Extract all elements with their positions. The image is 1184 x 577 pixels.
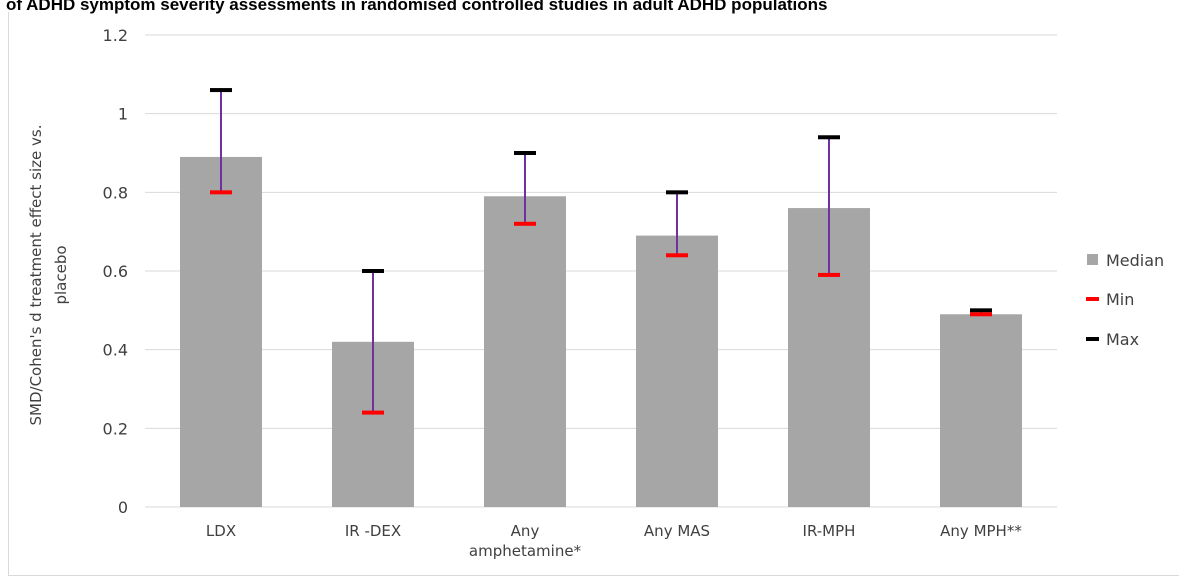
x-axis: LDX IR -DEX Any amphetamine* Any MAS IR-MPH An… xyxy=(206,522,1022,560)
y-tick-label: 1.2 xyxy=(103,26,128,45)
legend-max-label: Max xyxy=(1106,330,1139,349)
max-marker xyxy=(818,135,840,140)
median-bar xyxy=(484,196,566,507)
y-axis-label: SMD/Cohen's d treatment effect size vs. p… xyxy=(27,125,70,426)
max-marker xyxy=(514,151,536,155)
x-tick-label: IR -DEX xyxy=(345,522,401,540)
max-marker xyxy=(362,269,384,273)
legend: Median Min Max xyxy=(1086,251,1164,349)
x-tick-label: Any MPH** xyxy=(940,522,1022,540)
x-tick-label: LDX xyxy=(206,522,236,540)
min-marker xyxy=(210,190,232,195)
y-tick-label: 0.6 xyxy=(103,262,128,281)
y-tick-label: 0.2 xyxy=(103,419,128,438)
legend-max-marker xyxy=(1086,337,1099,341)
y-axis-label-line: placebo xyxy=(52,245,70,304)
min-marker xyxy=(818,272,840,277)
x-tick-label: Any MAS xyxy=(644,522,710,540)
y-axis: 0 0.2 0.4 0.6 0.8 1 1.2 xyxy=(103,26,128,517)
y-tick-label: 0.8 xyxy=(103,183,128,202)
legend-min-marker xyxy=(1086,297,1099,301)
median-bar xyxy=(180,156,262,507)
min-marker xyxy=(666,253,688,258)
legend-median-label: Median xyxy=(1106,251,1164,270)
min-marker xyxy=(362,410,384,415)
y-tick-label: 0.4 xyxy=(103,341,128,360)
gridlines xyxy=(145,34,1057,508)
x-tick-label: Any xyxy=(511,522,540,540)
y-axis-label-line: SMD/Cohen's d treatment effect size vs. xyxy=(27,125,45,426)
chart-title: of ADHD symptom severity assessments in … xyxy=(6,0,828,14)
median-bar xyxy=(940,314,1022,507)
max-marker xyxy=(970,308,992,313)
median-bar xyxy=(636,235,718,507)
legend-min-label: Min xyxy=(1106,290,1134,309)
chart-frame xyxy=(8,12,1179,576)
legend-median-swatch xyxy=(1087,254,1098,265)
y-tick-label: 0 xyxy=(118,498,128,517)
max-marker xyxy=(210,88,232,93)
x-tick-label: IR-MPH xyxy=(803,522,856,540)
x-tick-label: amphetamine* xyxy=(469,542,582,560)
min-marker xyxy=(514,221,536,226)
max-marker xyxy=(666,190,688,195)
range-lines xyxy=(210,88,992,415)
bars xyxy=(180,156,1022,508)
y-tick-label: 1 xyxy=(118,105,128,124)
min-marker xyxy=(970,312,992,317)
